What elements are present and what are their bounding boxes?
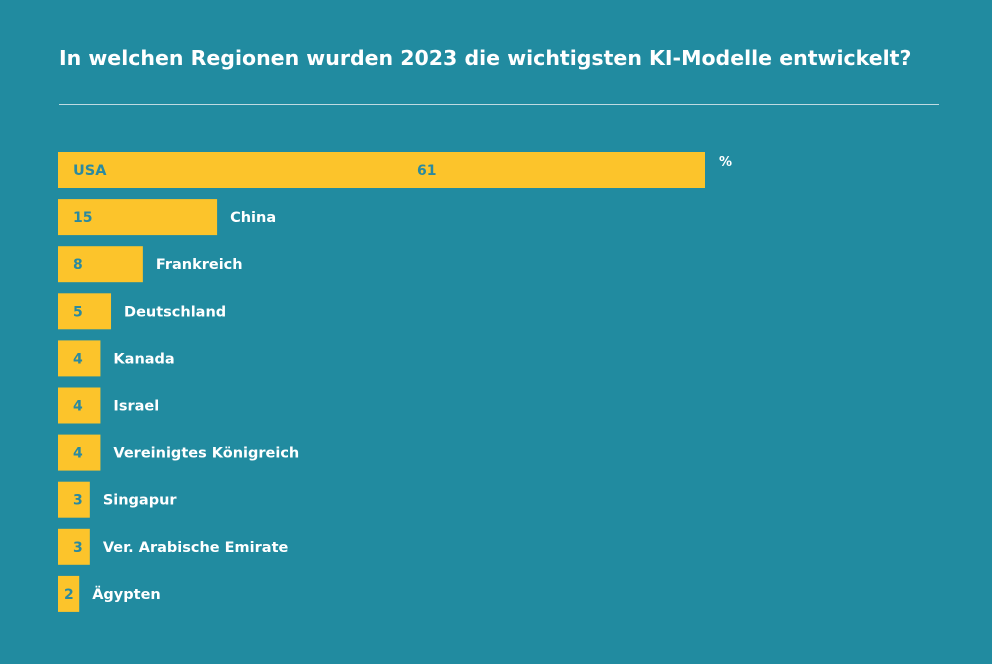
bar-value-label: 3 [73,540,83,556]
category-label: China [230,210,276,226]
bar-1 [58,152,705,188]
bar-9 [58,528,90,565]
title-divider [59,104,939,105]
category-label: Ver. Arabische Emirate [103,540,289,556]
bar-2 [58,199,218,236]
chart-title: In welchen Regionen wurden 2023 die wich… [59,46,912,70]
bar-value-label: 4 [73,446,83,462]
bar-5 [58,340,101,377]
bar-value-label: 5 [73,304,83,320]
bar-value-label: 8 [73,257,83,273]
bar-6 [58,387,101,424]
bars-group: 61 USA 15 China 8 Frankreich 5 Deutschland 4 Kana… [58,152,705,612]
bar-value-label: 4 [73,399,83,415]
bar-value-label: 61 [417,163,436,179]
unit-label: % [719,155,732,170]
bar-7 [58,434,101,471]
category-label: Frankreich [156,257,243,273]
bar-value-label: 3 [73,493,83,509]
category-label: Kanada [113,351,174,367]
category-label: Vereinigtes Königreich [113,446,299,462]
bar-4 [58,293,112,330]
bar-value-label: 4 [73,351,83,367]
bar-8 [58,481,90,518]
bar-value-label: 2 [64,587,74,603]
category-label: USA [73,163,107,179]
category-label: Deutschland [124,304,226,320]
category-label: Singapur [103,493,178,509]
category-label: Israel [113,399,159,415]
bar-value-label: 15 [73,210,92,226]
bar-10 [58,575,80,612]
category-label: Ägypten [92,586,161,603]
bar-3 [58,246,143,283]
